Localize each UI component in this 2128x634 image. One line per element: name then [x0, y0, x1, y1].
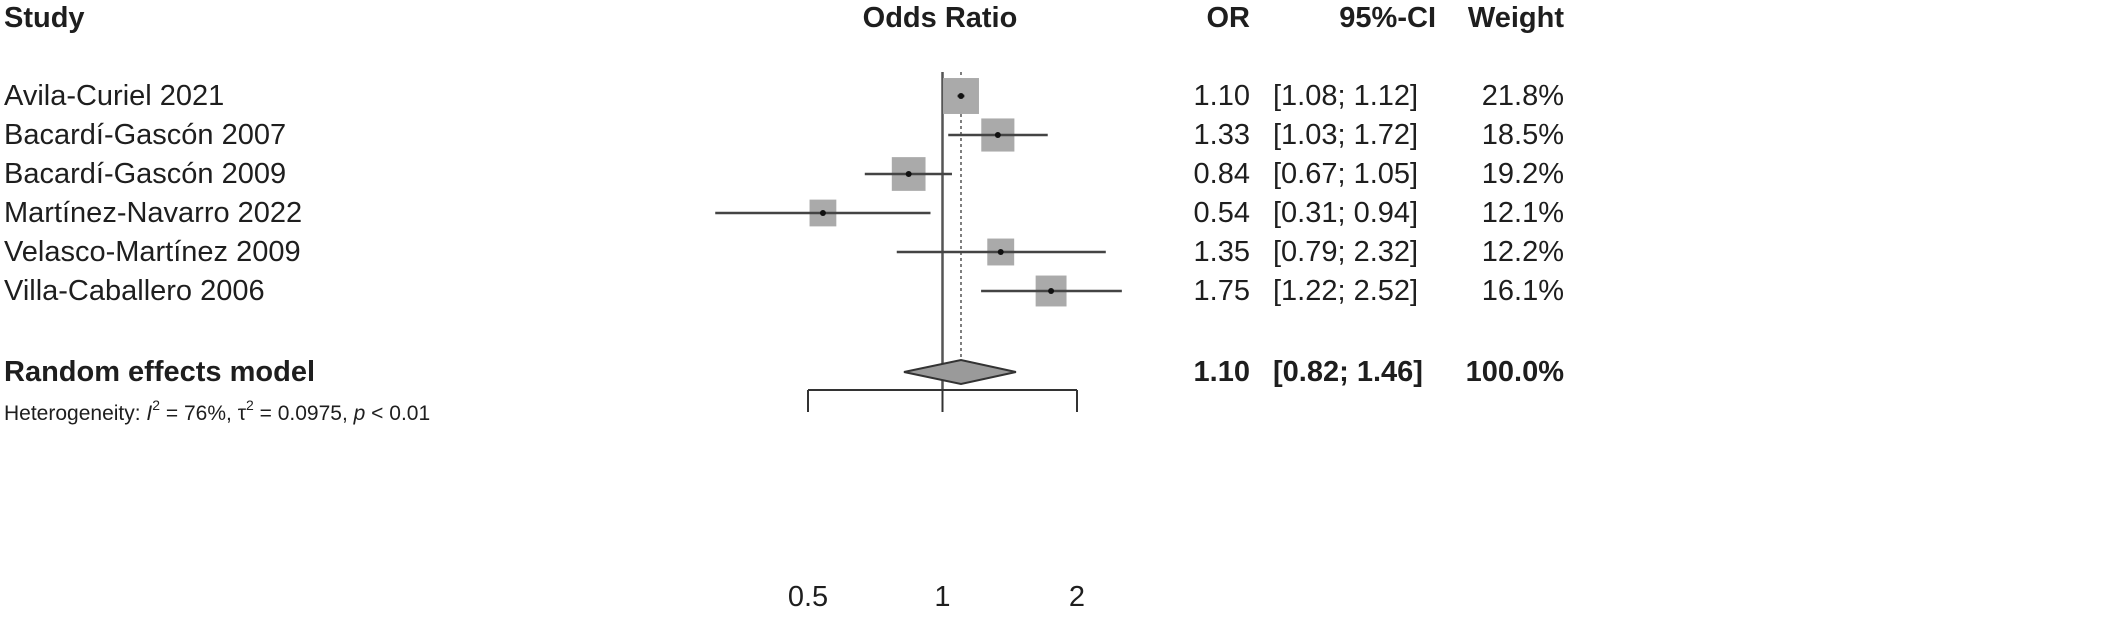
header-plot: Odds Ratio — [863, 2, 1018, 34]
het-text: = 0.0975, — [254, 402, 354, 425]
point-estimate — [997, 249, 1004, 255]
ci-label: [0.79; 2.32] — [1273, 236, 1418, 268]
het-sup: 2 — [152, 397, 160, 413]
study-label: Velasco-Martínez 2009 — [4, 236, 301, 268]
het-text: < 0.01 — [365, 402, 430, 425]
x-tick-label: 1 — [934, 581, 950, 613]
point-estimate — [1048, 288, 1055, 294]
het-sup: 2 — [246, 397, 254, 413]
x-tick-label: 2 — [1069, 581, 1085, 613]
point-estimate — [905, 171, 912, 177]
or-label: 1.33 — [1194, 119, 1250, 151]
header-weight: Weight — [1468, 2, 1564, 34]
ci-label: [1.08; 1.12] — [1273, 80, 1418, 112]
point-estimate — [819, 210, 826, 216]
pooled-weight: 100.0% — [1466, 356, 1565, 388]
or-label: 1.35 — [1194, 236, 1250, 268]
pooled-label: Random effects model — [4, 356, 315, 388]
ci-label: [1.03; 1.72] — [1273, 119, 1418, 151]
x-tick-label: 0.5 — [788, 581, 828, 613]
ci-label: [0.31; 0.94] — [1273, 197, 1418, 229]
header-ci: 95%-CI — [1339, 2, 1436, 34]
study-label: Martínez-Navarro 2022 — [4, 197, 302, 229]
het-symbol: p — [353, 402, 366, 425]
weight-label: 16.1% — [1482, 275, 1564, 307]
pooled-ci: [0.82; 1.46] — [1273, 356, 1423, 388]
or-label: 0.54 — [1194, 197, 1250, 229]
or-label: 0.84 — [1194, 158, 1250, 190]
pooled-or: 1.10 — [1194, 356, 1250, 388]
weight-label: 12.1% — [1482, 197, 1564, 229]
or-label: 1.75 — [1194, 275, 1250, 307]
ci-label: [1.22; 2.52] — [1273, 275, 1418, 307]
study-label: Bacardí-Gascón 2009 — [4, 158, 286, 190]
header-or: OR — [1207, 2, 1251, 34]
weight-label: 21.8% — [1482, 80, 1564, 112]
point-estimate — [957, 93, 964, 99]
het-text: Heterogeneity: — [4, 402, 146, 425]
heterogeneity: Heterogeneity: I2 = 76%, τ2 = 0.0975, p … — [4, 397, 430, 425]
het-text: = 76%, τ — [160, 402, 247, 425]
header-study: Study — [4, 2, 85, 34]
point-estimate — [994, 132, 1001, 138]
ci-label: [0.67; 1.05] — [1273, 158, 1418, 190]
weight-label: 19.2% — [1482, 158, 1564, 190]
weight-label: 18.5% — [1482, 119, 1564, 151]
pooled-diamond — [903, 358, 1017, 386]
het-symbol: I — [146, 402, 152, 425]
or-label: 1.10 — [1194, 80, 1250, 112]
study-label: Bacardí-Gascón 2007 — [4, 119, 286, 151]
study-label: Villa-Caballero 2006 — [4, 275, 265, 307]
study-label: Avila-Curiel 2021 — [4, 80, 224, 112]
weight-label: 12.2% — [1482, 236, 1564, 268]
